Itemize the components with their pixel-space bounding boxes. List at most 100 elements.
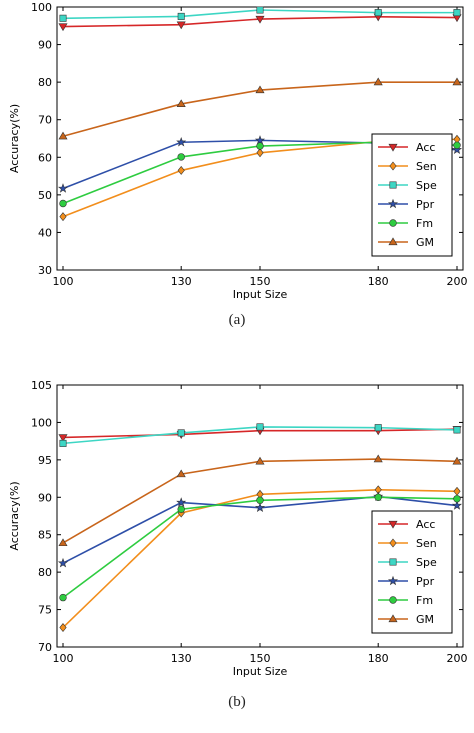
data-point (59, 439, 67, 447)
data-point (256, 148, 264, 158)
y-tick-label: 75 (38, 604, 52, 617)
data-point (374, 493, 382, 501)
data-point (374, 424, 382, 432)
legend-label: Fm (416, 594, 433, 607)
data-point (58, 434, 68, 442)
data-point (256, 6, 264, 14)
x-tick-label: 180 (368, 652, 389, 665)
legend-label: Ppr (416, 198, 435, 211)
legend-entry-spe: Spe (378, 179, 437, 192)
y-tick-label: 95 (38, 454, 52, 467)
legend-label: Spe (416, 556, 437, 569)
y-tick-label: 50 (38, 189, 52, 202)
y-tick-label: 85 (38, 529, 52, 542)
y-tick-label: 40 (38, 226, 52, 239)
figure-note-cropped (0, 724, 474, 733)
x-tick-label: 150 (250, 275, 271, 288)
legend-label: GM (416, 613, 434, 626)
legend-entry-spe: Spe (378, 556, 437, 569)
data-point (59, 212, 67, 222)
legend-entry-ppr: Ppr (378, 198, 435, 211)
x-tick-label: 200 (447, 652, 468, 665)
legend-box (371, 510, 453, 634)
legend-marker (389, 219, 397, 227)
y-tick-label: 90 (38, 491, 52, 504)
legend-label: Spe (416, 179, 437, 192)
legend-entry-sen: Sen (378, 160, 437, 173)
data-point (254, 502, 266, 513)
legend-label: GM (416, 236, 434, 249)
y-tick-label: 100 (31, 1, 52, 14)
data-point (59, 14, 67, 22)
data-point (59, 199, 67, 208)
data-point (177, 165, 185, 175)
y-tick-label: 30 (38, 264, 52, 277)
data-point (177, 12, 185, 20)
y-tick-label: 80 (38, 566, 52, 579)
data-point (254, 135, 266, 145)
y-tick-label: 70 (38, 641, 52, 654)
data-point (256, 423, 264, 431)
data-point (177, 153, 185, 161)
legend-label: Acc (416, 141, 435, 154)
data-point (452, 456, 462, 465)
data-point (453, 141, 461, 149)
data-point (176, 99, 186, 108)
legend-entry-gm: GM (378, 236, 434, 249)
legend-label: Sen (416, 160, 437, 173)
legend-marker (388, 237, 398, 246)
data-point (59, 593, 67, 602)
caption-a: (a) (228, 312, 246, 328)
data-point (256, 496, 264, 504)
x-tick-label: 200 (447, 275, 468, 288)
data-point (451, 144, 463, 155)
data-point (58, 538, 68, 547)
y-tick-label: 60 (38, 151, 52, 164)
y-tick-label: 100 (31, 416, 52, 429)
legend-entry-acc: Acc (378, 518, 435, 531)
x-tick-label: 180 (368, 275, 389, 288)
data-point (453, 486, 461, 496)
data-point (58, 131, 68, 140)
legend: Acc Sen Spe Ppr Fm GM (371, 133, 453, 257)
x-axis-label: Input Size (233, 665, 288, 678)
data-point (255, 85, 265, 94)
legend-entry-sen: Sen (378, 537, 437, 550)
data-point (177, 505, 185, 513)
series-sen (59, 485, 461, 633)
y-tick-label: 80 (38, 76, 52, 89)
data-point (58, 23, 68, 32)
legend-label: Sen (416, 537, 437, 550)
data-point (57, 183, 69, 193)
data-point (59, 623, 67, 633)
y-tick-label: 105 (31, 379, 52, 392)
legend-marker (389, 596, 397, 604)
x-tick-label: 100 (53, 652, 74, 665)
legend-entry-ppr: Ppr (378, 575, 435, 588)
data-point (453, 495, 461, 503)
data-point (373, 454, 383, 463)
legend-label: Fm (416, 217, 433, 230)
data-point (255, 456, 265, 465)
data-point (57, 557, 69, 568)
legend: Acc Sen Spe Ppr Fm GM (371, 510, 453, 634)
data-point (373, 77, 383, 86)
series-spe (59, 6, 461, 22)
data-point (176, 136, 187, 147)
chart-b: 70 75 80 85 90 95 100 105 100 130 150 180 200 Input S… (8, 379, 468, 678)
x-tick-label: 100 (53, 275, 74, 288)
legend-marker (387, 575, 399, 586)
legend-entry-acc: Acc (378, 141, 435, 154)
y-axis-label: Accuracy(%) (8, 481, 21, 550)
legend-marker (387, 198, 399, 209)
data-point (256, 142, 264, 150)
series-fm (59, 493, 461, 602)
legend-label: Acc (416, 518, 435, 531)
legend-box (371, 133, 453, 257)
y-tick-label: 90 (38, 39, 52, 52)
data-point (451, 500, 463, 510)
legend-marker (389, 181, 397, 189)
data-point (452, 77, 462, 86)
y-axis-label: Accuracy(%) (8, 104, 21, 173)
legend-marker (389, 558, 397, 566)
